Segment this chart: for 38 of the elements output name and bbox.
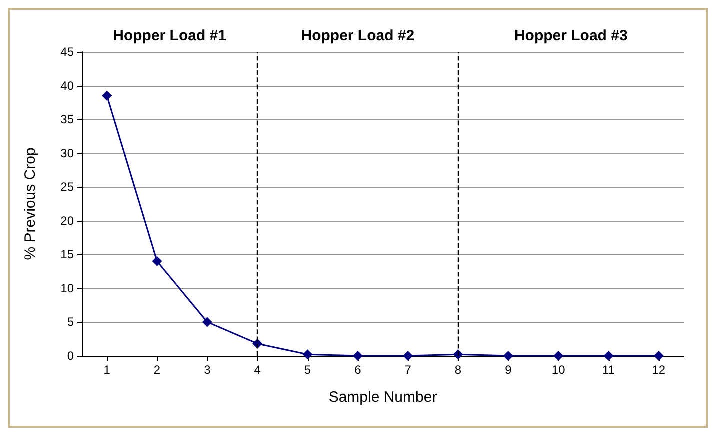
y-axis-title: % Previous Crop	[22, 148, 39, 260]
y-tick-label: 25	[60, 180, 74, 194]
x-tick-label: 12	[652, 363, 666, 377]
point	[453, 350, 464, 360]
point	[152, 256, 162, 266]
point	[654, 351, 664, 361]
x-tick-label: 8	[454, 363, 462, 377]
x-tick-label: 4	[254, 363, 262, 377]
x-tick-label: 1	[104, 363, 111, 377]
text: Hopper Load #1	[113, 28, 226, 44]
y-tick-label: 5	[67, 315, 74, 330]
point	[102, 90, 112, 101]
y-tick-label: 20	[60, 214, 74, 228]
x-tick-label: 9	[505, 363, 512, 377]
x-tick-label: 11	[602, 363, 616, 377]
y-tick-label: 0	[67, 349, 74, 363]
point	[503, 351, 514, 361]
y-tick-label: 30	[60, 146, 74, 160]
text: Hopper Load #2	[301, 28, 415, 44]
y-tick-label: 10	[60, 281, 74, 296]
y-tick-label: 45	[60, 45, 74, 59]
point	[604, 351, 614, 361]
x-axis-title: Sample Number	[328, 389, 438, 406]
text: Hopper Load #3	[514, 28, 628, 44]
x-tick-label: 5	[304, 363, 312, 377]
x-tick-label: 3	[204, 363, 212, 377]
point	[403, 351, 414, 361]
x-tick-label: 10	[552, 363, 566, 377]
y-tick-label: 40	[60, 78, 74, 93]
y-tick-label: 35	[60, 112, 74, 127]
x-tick-label: 7	[404, 363, 412, 377]
y-tick-label: 15	[60, 248, 74, 262]
x-tick-label: 2	[154, 363, 161, 377]
x-tick-label: 6	[354, 363, 362, 377]
point	[352, 351, 363, 361]
point	[302, 350, 313, 360]
point	[554, 351, 564, 361]
point	[202, 317, 212, 328]
